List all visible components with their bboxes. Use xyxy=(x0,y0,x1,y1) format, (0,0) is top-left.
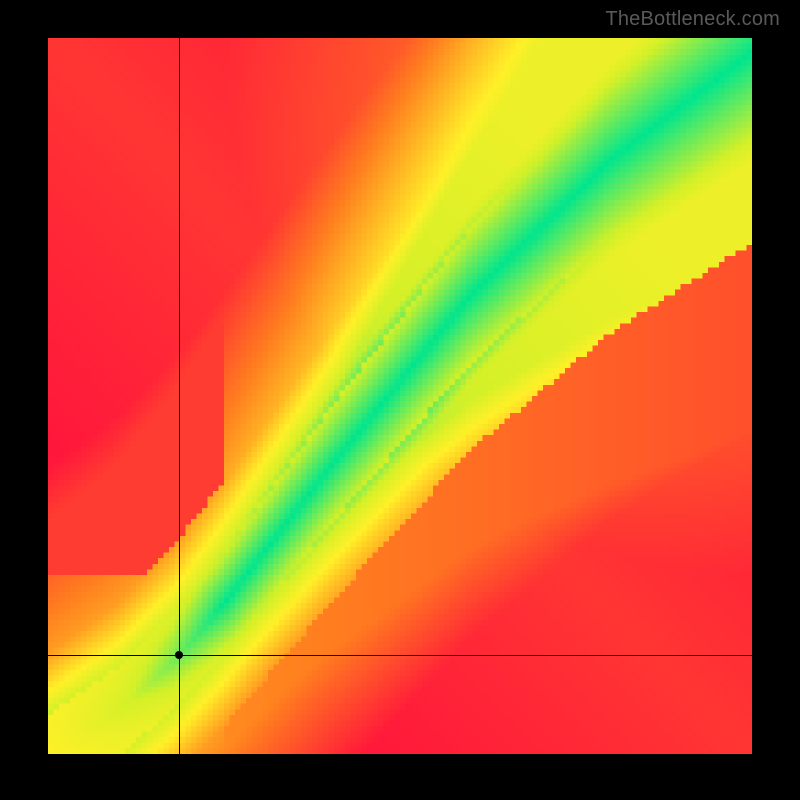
bottleneck-heatmap xyxy=(48,38,752,754)
watermark-text: TheBottleneck.com xyxy=(605,8,780,31)
chart-frame: TheBottleneck.com xyxy=(0,0,800,800)
crosshair-marker xyxy=(175,651,183,659)
crosshair-vertical xyxy=(179,38,180,754)
crosshair-horizontal xyxy=(48,655,752,656)
